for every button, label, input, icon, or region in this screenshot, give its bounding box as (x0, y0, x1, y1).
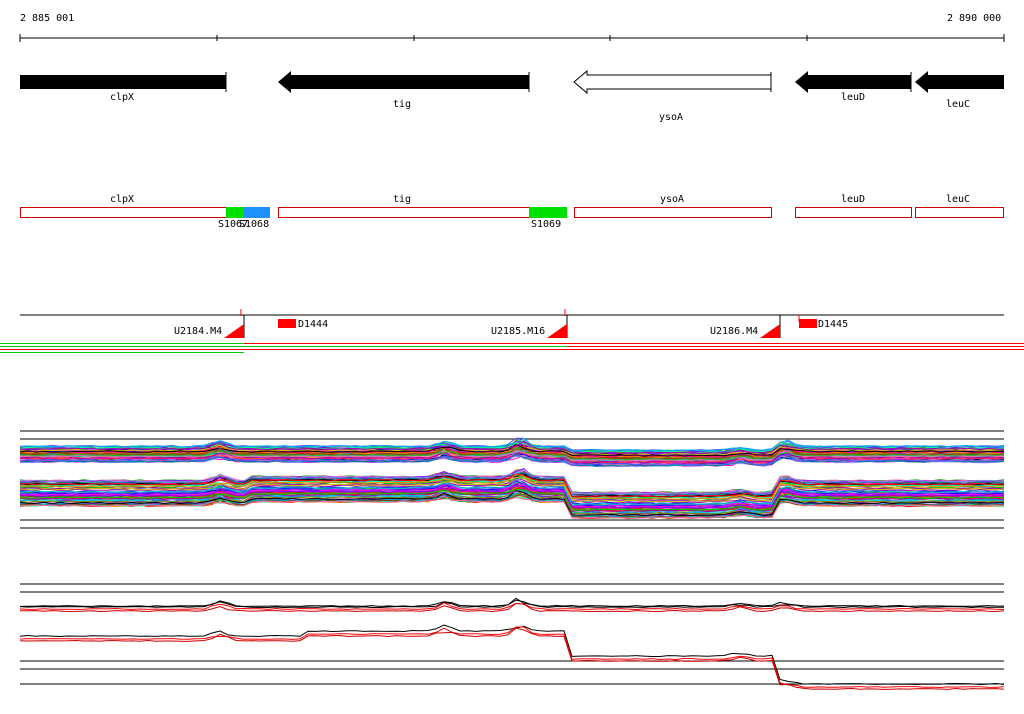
segment-s1069[interactable] (529, 207, 567, 218)
expression-profile-line (19, 489, 1005, 517)
expression-profile-line (19, 597, 1005, 608)
gene-arrow-tig[interactable] (278, 71, 529, 93)
expression-profile-line (19, 471, 1005, 496)
tu-label-u2186: U2186.M4 (710, 326, 759, 337)
expression-profile-line (19, 477, 1005, 504)
expression-profile-line (19, 624, 1005, 686)
expression-profile-line (19, 440, 1005, 455)
expression-profile-line (19, 473, 1005, 498)
gene-label-clpx: clpX (109, 92, 135, 103)
gene-box-clpx[interactable] (20, 207, 227, 218)
gene-arrow-clpx[interactable] (20, 75, 226, 89)
gene-box-tig[interactable] (278, 207, 530, 218)
expression-panel-1 (19, 430, 1005, 529)
segment-s1068[interactable] (244, 207, 270, 218)
tu-label-d1444: D1444 (298, 319, 329, 330)
tu-marker-u2186[interactable] (760, 324, 780, 338)
gene-box-label-ysoa: ysoA (659, 194, 685, 205)
expression-profile-line (19, 476, 1005, 503)
gene-arrow-ysoa[interactable] (573, 69, 772, 95)
expression-lines-multicolor (19, 437, 1005, 520)
transcription-unit-track (20, 309, 1004, 338)
expression-profile-line (19, 627, 1005, 690)
segment-label-s1068: S1068 (239, 219, 270, 230)
expression-profile-line (19, 450, 1005, 463)
expression-profile-line (19, 626, 1005, 689)
expression-profile-line (19, 454, 1004, 466)
expression-profile-line (20, 479, 1005, 507)
gene-box-label-tig: tig (392, 194, 412, 205)
tu-label-u2184: U2184.M4 (174, 326, 223, 337)
expression-panel-2 (19, 583, 1005, 690)
annotation-bars (0, 343, 1024, 353)
expression-profile-line (19, 481, 1005, 505)
expression-profile-line (19, 490, 1005, 515)
gene-box-label-leuc: leuC (945, 194, 971, 205)
expression-profile-line (19, 493, 1005, 519)
tu-label-d1445: D1445 (818, 319, 849, 330)
segment-label-s1067: S1067 (218, 219, 249, 230)
expression-profile-line (19, 468, 1005, 495)
tu-marker-u2185[interactable] (547, 324, 567, 338)
expression-profile-line (19, 602, 1005, 613)
gene-box-leuc[interactable] (915, 207, 1004, 218)
expression-profile-line (19, 487, 1005, 513)
expression-profile-line (19, 599, 1005, 609)
gene-label-tig: tig (392, 99, 412, 110)
tu-marker-d1445[interactable] (799, 319, 817, 328)
gene-box-ysoa[interactable] (574, 207, 772, 218)
gene-box-label-clpx: clpX (109, 194, 135, 205)
gene-box-label-leud: leuD (840, 194, 866, 205)
expression-profile-line (20, 473, 1005, 500)
expression-lines-summary (19, 597, 1005, 690)
segment-s1067[interactable] (226, 207, 244, 218)
expression-profile-line (19, 495, 1005, 519)
coordinate-ruler (19, 34, 1005, 42)
tu-marker-u2184[interactable] (224, 324, 244, 338)
gene-arrow-leud[interactable] (795, 71, 911, 93)
tu-marker-d1444[interactable] (278, 319, 296, 328)
gene-arrow-leuc[interactable] (915, 71, 1004, 93)
gene-label-leuc: leuC (945, 99, 971, 110)
gene-label-leud: leuD (840, 92, 866, 103)
gene-track (20, 69, 1004, 95)
expression-profile-line (20, 446, 1005, 461)
expression-profile-line (19, 449, 1005, 462)
tu-label-u2185: U2185.M16 (491, 326, 546, 337)
gene-label-ysoa: ysoA (658, 112, 684, 123)
expression-profile-line (19, 602, 1005, 611)
ruler-end-label: 2 890 000 (947, 13, 1002, 24)
expression-profile-line (19, 468, 1005, 495)
segment-label-s1069: S1069 (531, 219, 562, 230)
expression-profile-line (19, 438, 1005, 452)
gene-box-track (20, 207, 1004, 218)
expression-profile-line (19, 453, 1005, 466)
expression-profile-line (19, 482, 1005, 509)
expression-profile-line (19, 489, 1004, 511)
gene-box-leud[interactable] (795, 207, 912, 218)
ruler-start-label: 2 885 001 (20, 13, 75, 24)
